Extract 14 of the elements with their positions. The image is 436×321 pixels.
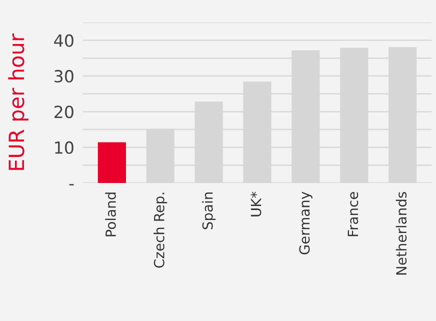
y-axis-title: EUR per hour	[8, 33, 28, 170]
y-tick-label: 40	[54, 34, 74, 47]
y-tick-label: 30	[54, 70, 74, 83]
x-tick-label: France	[348, 192, 358, 236]
y-tick-label: 10	[55, 141, 74, 154]
x-tick-label: Netherlands	[396, 192, 407, 275]
x-tick-label: Czech Rep.	[154, 192, 168, 268]
x-tick-label: Spain	[202, 192, 216, 230]
x-tick-label: Poland	[105, 192, 116, 236]
x-tick-label: UK*	[250, 192, 262, 216]
y-tick-label: 20	[54, 106, 74, 118]
x-tick-label: Germany	[299, 192, 312, 254]
y-tick-label: -	[69, 184, 74, 186]
bar	[98, 142, 126, 183]
